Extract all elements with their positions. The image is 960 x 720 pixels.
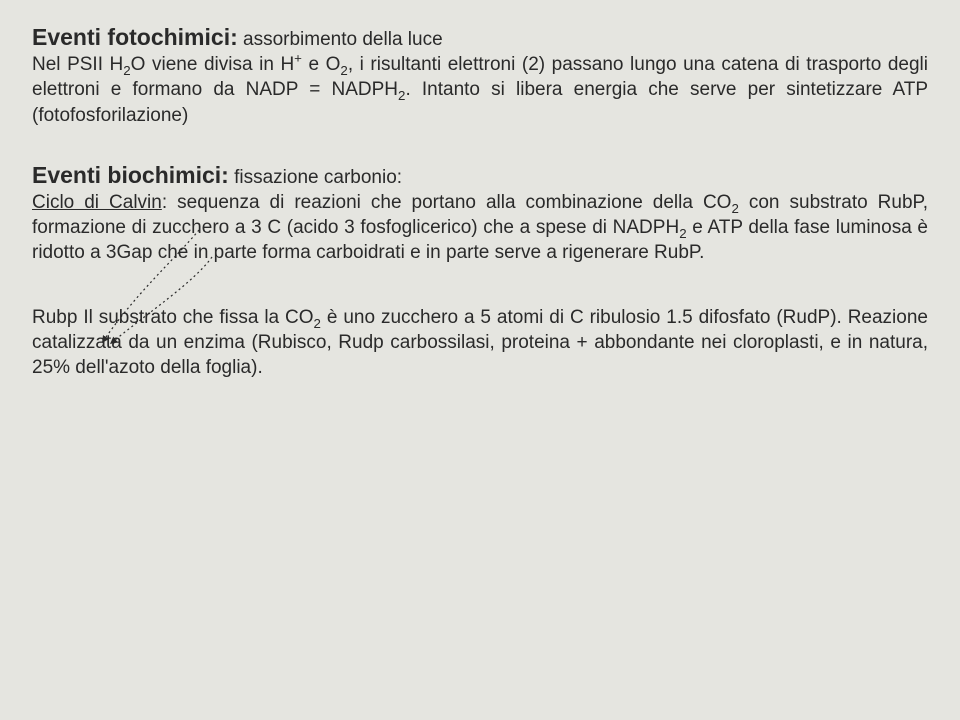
sup-plus: +: [294, 51, 302, 66]
sub-2: 2: [340, 63, 347, 78]
p1-frag-a: Nel PSII H: [32, 54, 123, 75]
sub-2: 2: [731, 201, 738, 216]
arrow-container: Eventi biochimici: fissazione carbonio: …: [32, 160, 928, 381]
spacer: [32, 142, 928, 160]
spacer: [32, 287, 928, 305]
heading-1: Eventi fotochimici:: [32, 24, 238, 50]
paragraph-1: Eventi fotochimici: assorbimento della l…: [32, 22, 928, 128]
p3-frag-b: Il substrato che fissa la CO: [77, 307, 313, 328]
heading-2-rest: fissazione carbonio:: [229, 167, 402, 188]
heading-1-rest: assorbimento della luce: [238, 29, 443, 50]
calvin-cycle-label: Ciclo di Calvin: [32, 192, 162, 213]
sub-2: 2: [123, 63, 130, 78]
rubp-label: Rubp: [32, 307, 77, 328]
p1-frag-b: O viene divisa in H: [131, 54, 295, 75]
paragraph-2: Eventi biochimici: fissazione carbonio: …: [32, 160, 928, 266]
document-page: Eventi fotochimici: assorbimento della l…: [0, 0, 960, 422]
p1-frag-c: e O: [302, 54, 340, 75]
sub-2: 2: [679, 226, 686, 241]
p2-frag-b: : sequenza di reazioni che portano alla …: [162, 192, 732, 213]
paragraph-3: Rubp Il substrato che fissa la CO2 è uno…: [32, 305, 928, 380]
sub-2: 2: [314, 316, 321, 331]
heading-2: Eventi biochimici:: [32, 162, 229, 188]
